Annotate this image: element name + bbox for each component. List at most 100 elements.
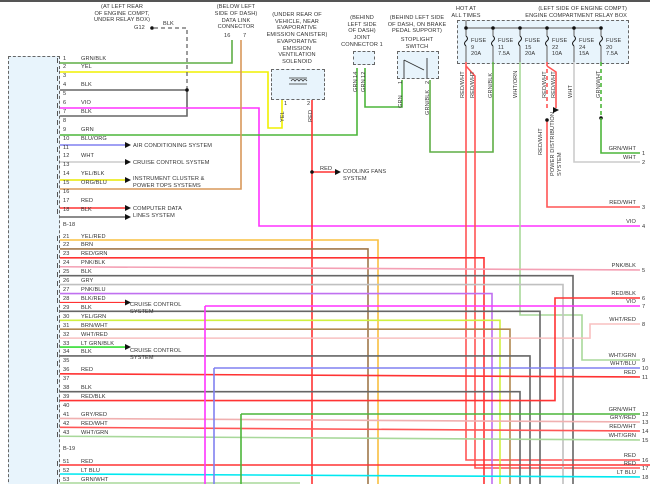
left-wire-label: RED: [81, 197, 94, 204]
right-wire-label: VIO: [626, 219, 636, 225]
pin-terminal-icon: [57, 111, 61, 117]
dlc-location: (BELOW LEFT: [216, 4, 256, 10]
arrow-icon: [125, 177, 131, 183]
pin-terminal-icon: [57, 93, 61, 99]
fuse-wire-label: WHT/ORN: [513, 70, 519, 98]
left-wire-label: RED/BLK: [81, 394, 106, 401]
wire-red-grn: [60, 257, 485, 484]
left-pin-number: 3: [63, 73, 67, 80]
arrow-icon: [335, 169, 341, 175]
left-wire-label: RED/GRN: [81, 251, 108, 258]
right-pin-number: 3: [642, 205, 646, 211]
left-pin-number: 53: [63, 476, 70, 483]
left-wire-label: RED: [81, 458, 94, 465]
system-cruise-control: CRUISE CONTROL: [130, 302, 182, 308]
pin-terminal-icon: [57, 147, 61, 152]
splice-dot: [518, 26, 522, 30]
pin-terminal-icon: [57, 325, 61, 331]
right-wire-label: GRY/RED: [609, 415, 636, 421]
wire-wht-orn-fuse15: [519, 62, 640, 361]
ground-location: UNDER RELAY BOX): [93, 17, 151, 24]
pin-terminal-icon: [57, 66, 61, 72]
fuse-label: FUSE: [579, 38, 595, 44]
solenoid-name: EMISSION: [282, 45, 312, 52]
left-wire-label: YEL: [81, 64, 92, 71]
right-wire-label: WHT/RED: [609, 317, 636, 323]
wire-grn-joint14: [60, 68, 358, 136]
connector-b19: B-19: [63, 446, 76, 452]
right-wire-label: PNK/BLK: [611, 263, 636, 269]
solenoid-pin-1: 1: [284, 101, 288, 107]
left-pin-number: 1: [63, 55, 67, 62]
evaporative-emission-ventilation-solenoid: [271, 69, 325, 100]
left-wire-label: GRN/WHT: [81, 476, 109, 483]
left-pin-number: 32: [63, 331, 70, 338]
pin-terminal-icon: [57, 479, 61, 484]
pin-terminal-icon: [57, 253, 61, 259]
wire-grn-stoplight: [364, 68, 403, 108]
stoplight-wire-grn-blk: GRN/BLK: [425, 89, 431, 115]
top-border: [0, 0, 650, 2]
left-pin-number: 31: [63, 322, 70, 329]
pin-terminal-icon: [57, 200, 61, 206]
fuse-wire-label: WHT: [568, 84, 574, 98]
arrow-icon: [125, 344, 131, 351]
splice-dot: [572, 26, 576, 30]
dlc-pin-16: 16: [224, 32, 231, 39]
pin-terminal-icon: [57, 289, 61, 295]
pin-terminal-icon: [57, 360, 61, 366]
pin-terminal-icon: [57, 271, 61, 277]
pin-terminal-icon: [57, 351, 61, 357]
wire-red-wht-42: [59, 426, 641, 432]
left-pin-number: 26: [63, 278, 70, 285]
left-wire-label: PNK/BLK: [81, 260, 106, 267]
joint-name: CONNECTOR 1: [341, 41, 383, 48]
left-pin-number: 22: [63, 242, 70, 249]
joint-location: OF DASH): [348, 28, 376, 35]
left-pin-number: 10: [63, 135, 70, 142]
fuse-label: FUSE: [552, 38, 568, 44]
system-cruise-control: SYSTEM: [130, 308, 154, 315]
left-wire-label: BLK: [81, 206, 92, 213]
left-pin-number: 52: [63, 467, 70, 474]
left-pin-number: 51: [63, 458, 70, 465]
system-computer-data: LINES SYSTEM: [133, 212, 175, 219]
solenoid-name: EVAPORATIVE: [277, 39, 317, 45]
pin-terminal-icon: [57, 470, 61, 475]
ground-location: (AT LEFT REAR: [100, 4, 144, 10]
wire-yel-solenoid: [60, 71, 283, 129]
right-pin-number: 9: [642, 358, 646, 364]
ground-wire-label: BLK: [163, 21, 174, 27]
left-pin-number: 23: [63, 251, 70, 258]
solenoid-location: VEHICLE, NEAR: [275, 18, 319, 25]
ground-id: G12: [134, 25, 145, 31]
wire-org-blu-dlc: [60, 40, 242, 190]
hot-at-all-times: HOT AT: [455, 6, 477, 12]
left-pin-number: 5: [63, 91, 67, 98]
wire-wht-grn-43: [59, 435, 641, 441]
wire-red-wht-fuse9b: [465, 65, 640, 469]
left-wire-label: BLK/RED: [81, 295, 106, 302]
right-pin-number: 12: [642, 412, 649, 418]
splice-dot: [310, 170, 314, 174]
left-pin-number: 21: [63, 233, 70, 240]
left-wire-label: BRN: [81, 242, 94, 249]
joint-name: JOINT: [353, 35, 371, 41]
left-wire-label: BLK: [81, 385, 92, 392]
fuse-rating: 7.5A: [606, 51, 618, 57]
right-pin-number: 7: [642, 304, 646, 310]
right-wire-label: RED/BLK: [611, 291, 636, 297]
wire-red-wht-fuse9a: [465, 62, 640, 461]
left-wire-label: BLU/ORG: [81, 135, 107, 142]
left-wire-label: WHT: [81, 153, 95, 160]
system-instrument-cluster: POWER TOPS SYSTEMS: [133, 182, 201, 189]
wire-grn-blk-dlc: [60, 40, 233, 64]
left-pin-number: 35: [63, 358, 70, 365]
right-pin-number: 2: [642, 160, 646, 166]
right-pin-number: 11: [642, 375, 649, 381]
left-pin-number: 12: [63, 153, 70, 160]
fuse-wire-label: GRN/BLK: [488, 72, 494, 98]
left-pin-number: 41: [63, 411, 70, 418]
pin-terminal-icon: [57, 316, 61, 322]
left-wire-label: BLK: [81, 82, 92, 89]
